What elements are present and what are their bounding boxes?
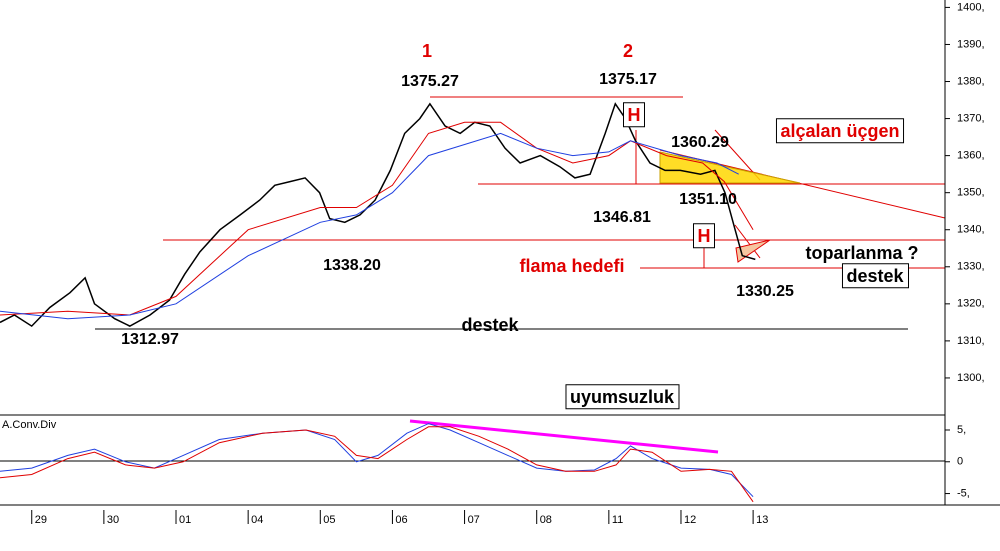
annotation: 1312.97 bbox=[121, 331, 179, 348]
annotation: H bbox=[698, 226, 711, 246]
series-group bbox=[0, 102, 756, 328]
y-tick-label: 1400, bbox=[957, 1, 985, 13]
annotation-box bbox=[565, 384, 680, 410]
pattern-lines bbox=[163, 96, 946, 269]
y-tick-label: 0 bbox=[957, 456, 963, 468]
y-tick-label: 1330, bbox=[957, 261, 985, 273]
x-tick-label: 11 bbox=[612, 514, 623, 526]
annotation: 2 bbox=[623, 41, 633, 61]
annotation: H bbox=[628, 105, 641, 125]
y-tick-label: 1380, bbox=[957, 75, 985, 87]
y-tick-label: 1300, bbox=[957, 372, 985, 384]
annotation: 1346.81 bbox=[593, 209, 651, 226]
y-tick-label: 1310, bbox=[957, 335, 985, 347]
x-tick-label: 05 bbox=[323, 514, 335, 526]
y-tick-label: 1320, bbox=[957, 298, 985, 310]
annotation: destek bbox=[461, 315, 519, 335]
annotation: flama hedefi bbox=[519, 256, 624, 276]
annotation: toparlanma ? bbox=[805, 243, 918, 263]
y-tick-label: 1370, bbox=[957, 112, 985, 124]
x-tick-label: 06 bbox=[395, 514, 407, 526]
annotation-box bbox=[623, 102, 645, 128]
y-tick-label: 1390, bbox=[957, 38, 985, 50]
annotation: uyumsuzluk bbox=[570, 387, 675, 407]
x-tick-label: 12 bbox=[684, 514, 696, 526]
series-line bbox=[0, 102, 756, 328]
series-group bbox=[0, 423, 754, 503]
annotation: alçalan üçgen bbox=[780, 121, 899, 141]
panel-title: A.Conv.Div bbox=[2, 419, 57, 431]
annotation: 1360.29 bbox=[671, 134, 729, 151]
y-tick-label: 1340, bbox=[957, 224, 985, 236]
annotation: destek bbox=[846, 266, 904, 286]
x-tick-label: 07 bbox=[468, 514, 480, 526]
annotation: 1 bbox=[422, 41, 432, 61]
annotation: 1338.20 bbox=[323, 257, 381, 274]
y-tick-label: 1350, bbox=[957, 187, 985, 199]
annotation-box bbox=[693, 223, 715, 249]
y-tick-label: 1360, bbox=[957, 150, 985, 162]
annotation: 1375.17 bbox=[599, 71, 657, 88]
series-line bbox=[0, 121, 754, 316]
x-tick-label: 13 bbox=[756, 514, 768, 526]
series-line bbox=[0, 426, 754, 503]
x-tick-label: 01 bbox=[179, 514, 191, 526]
x-tick-label: 04 bbox=[251, 514, 263, 526]
annotation: 1375.27 bbox=[401, 73, 459, 90]
annotation: 1351.10 bbox=[679, 191, 737, 208]
annotation: 1330.25 bbox=[736, 283, 794, 300]
series-line bbox=[0, 423, 754, 498]
y-tick-label: 5, bbox=[957, 424, 966, 436]
y-tick-label: -5, bbox=[957, 487, 970, 499]
divergence-line bbox=[409, 419, 719, 454]
x-tick-label: 08 bbox=[540, 514, 552, 526]
series-line bbox=[0, 132, 739, 320]
annotation-box bbox=[841, 263, 909, 289]
annotation-box bbox=[775, 118, 905, 144]
plot: 1300, 1310, 1320, 1330, 1340, 1350, 1360, 1370,… bbox=[0, 1, 985, 526]
x-tick-label: 29 bbox=[35, 514, 47, 526]
x-tick-label: 30 bbox=[107, 514, 119, 526]
